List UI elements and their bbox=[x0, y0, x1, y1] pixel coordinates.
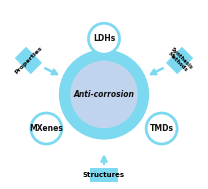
Text: Synthesis
Methods: Synthesis Methods bbox=[166, 47, 193, 74]
FancyBboxPatch shape bbox=[15, 47, 42, 74]
Circle shape bbox=[71, 61, 137, 128]
Circle shape bbox=[146, 113, 177, 144]
Circle shape bbox=[88, 23, 120, 54]
Text: Properties: Properties bbox=[14, 46, 43, 75]
FancyBboxPatch shape bbox=[166, 47, 193, 74]
Text: Structures: Structures bbox=[83, 172, 125, 178]
Text: LDHs: LDHs bbox=[93, 34, 115, 43]
Text: MXenes: MXenes bbox=[29, 124, 63, 133]
Text: TMDs: TMDs bbox=[150, 124, 174, 133]
FancyBboxPatch shape bbox=[90, 168, 118, 182]
Circle shape bbox=[31, 113, 62, 144]
Text: Anti-corrosion: Anti-corrosion bbox=[74, 90, 134, 99]
Circle shape bbox=[59, 50, 149, 139]
